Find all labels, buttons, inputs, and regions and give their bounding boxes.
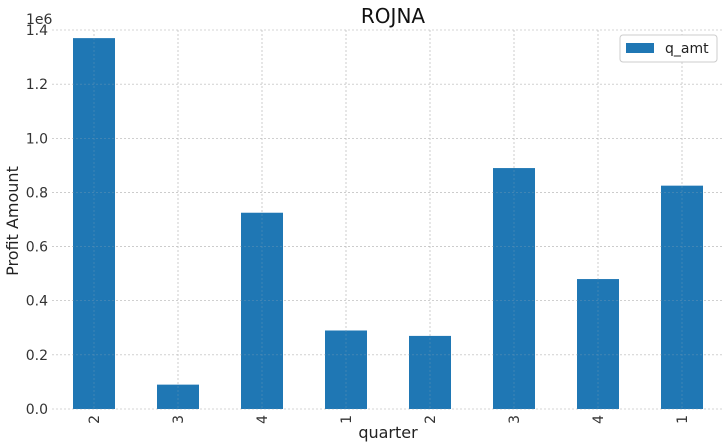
x-tick-label: 4 [255,415,271,424]
grid-overlay [52,29,724,410]
x-tick-label: 1 [339,415,355,424]
bar [325,330,367,409]
y-axis-ticks: 0.0 0.2 0.4 0.6 0.8 1.0 1.2 1.4 [26,23,48,418]
y-tick-label: 1.4 [26,23,48,39]
y-tick-label: 0.4 [26,294,48,310]
y-tick-label: 0.6 [26,240,48,256]
y-scale-offset-label: 1e6 [26,12,53,28]
bar [73,38,115,409]
legend-swatch [626,43,654,53]
y-tick-label: 1.2 [26,77,48,93]
x-tick-label: 1 [675,415,691,424]
bar [577,279,619,409]
x-tick-label: 2 [423,415,439,424]
x-tick-label: 2 [87,415,103,424]
bars [73,38,703,409]
x-axis-title: quarter [358,423,418,442]
bar [241,212,283,409]
legend: q_amt [619,34,718,63]
y-tick-label: 1.0 [26,131,48,147]
x-tick-label: 4 [591,415,607,424]
legend-label: q_amt [665,41,709,57]
y-tick-label: 0.0 [26,402,48,418]
bar [409,335,451,409]
x-tick-label: 3 [507,415,523,424]
grid [52,29,724,410]
legend-box [619,34,718,63]
bar [493,168,535,409]
y-axis-title: Profit Amount [3,166,22,276]
x-axis-ticks: 2 3 4 1 2 3 4 1 [87,415,691,424]
y-tick-label: 0.2 [26,348,48,364]
x-tick-label: 3 [171,415,187,424]
bar [661,185,703,409]
y-tick-label: 0.8 [26,185,48,201]
chart-title: ROJNA [361,4,425,28]
bar [157,384,199,409]
